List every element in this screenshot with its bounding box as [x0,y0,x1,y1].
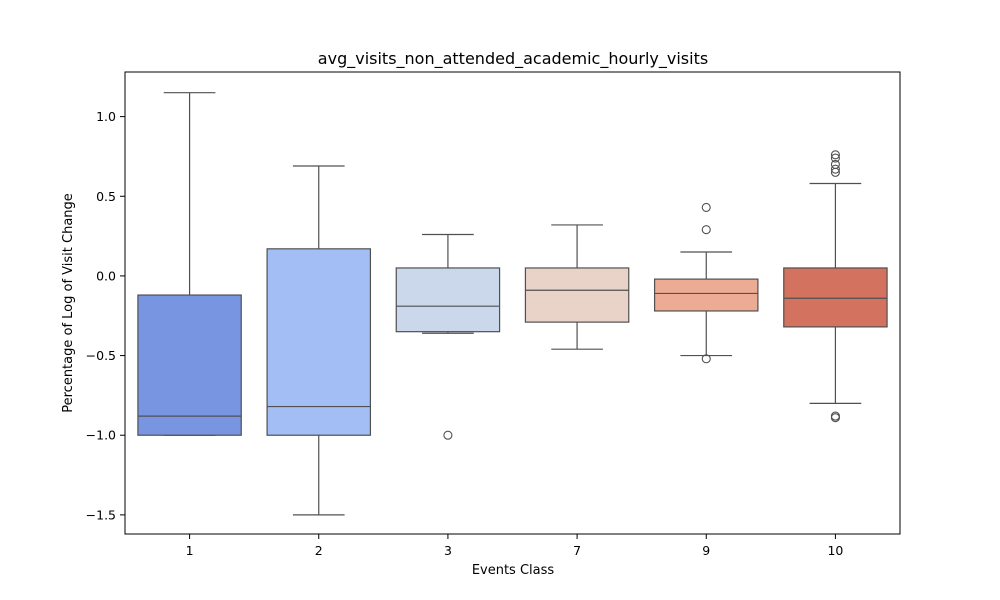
y-tick-label: 1.0 [96,109,116,124]
y-axis-label: Percentage of Log of Visit Change [61,193,76,413]
y-tick-label: −0.5 [86,348,116,363]
x-tick-label: 2 [315,543,323,558]
iqr-box [137,294,242,436]
outlier-point [443,430,453,440]
plot-frame [124,71,901,535]
iqr-box [524,267,630,323]
outlier-point [830,153,840,163]
y-tick-label: 0.0 [96,268,116,283]
y-tick-label: −1.0 [86,428,116,443]
iqr-box [395,267,501,333]
y-tick-label: 0.5 [96,189,116,204]
outlier-point [830,413,840,423]
iqr-box [653,278,759,312]
iqr-box [266,248,372,436]
x-tick-label: 9 [702,543,710,558]
y-tick-label: −1.5 [86,507,116,522]
x-axis-label: Events Class [472,563,555,578]
outlier-point [701,354,711,364]
x-tick-label: 3 [444,543,452,558]
chart-title: avg_visits_non_attended_academic_hourly_… [318,49,708,69]
plot-area: 1.0 0.5 0.0 −0.5 −1.0 −1.5 1 2 3 7 9 10 [86,71,901,558]
outlier-point [701,225,711,235]
x-tick-label: 7 [573,543,581,558]
outlier-point [830,167,840,177]
iqr-box [783,267,888,328]
outlier-point [830,164,840,174]
outlier-point [830,150,840,160]
x-tick-label: 10 [827,543,843,558]
outlier-point [701,202,711,212]
x-tick-label: 1 [186,543,194,558]
